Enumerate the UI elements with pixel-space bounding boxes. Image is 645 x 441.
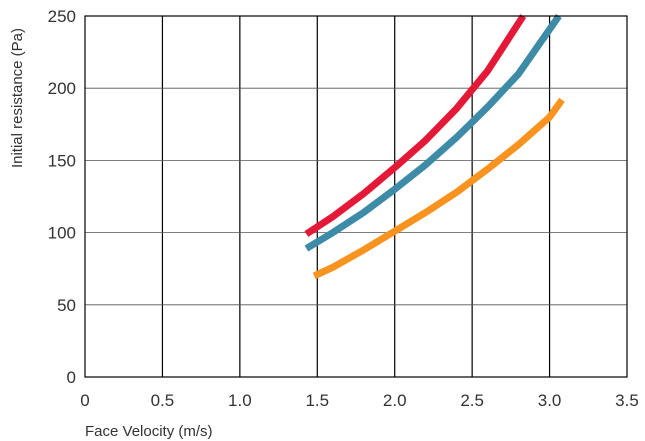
x-tick-label: 1.5 [305,391,329,410]
series-line-2 [304,13,562,252]
x-tick-label: 0.5 [151,391,175,410]
y-tick-label: 150 [48,151,76,170]
y-tick-label: 100 [48,224,76,243]
y-axis-title: Initial resistance (Pa) [9,28,26,168]
x-tick-label: 1.0 [228,391,252,410]
series-line-1 [304,14,527,237]
y-tick-label: 50 [57,296,76,315]
y-tick-label: 0 [67,368,76,387]
plot-frame [84,15,628,378]
y-tick-label: 250 [48,7,76,26]
x-tick-label: 0 [80,391,89,410]
x-tick-labels: 0 0.5 1.0 1.5 2.0 2.5 3.0 3.5 [80,391,639,410]
series-layer [304,13,565,280]
series-line-3 [312,97,565,280]
x-axis-title: Face Velocity (m/s) [85,423,213,440]
x-tick-label: 2.5 [460,391,484,410]
x-tick-label: 3.0 [538,391,562,410]
grid [85,16,627,377]
x-tick-label: 3.5 [615,391,639,410]
x-tick-label: 2.0 [383,391,407,410]
y-tick-labels: 0 50 100 150 200 250 [48,7,76,387]
y-tick-label: 200 [48,79,76,98]
